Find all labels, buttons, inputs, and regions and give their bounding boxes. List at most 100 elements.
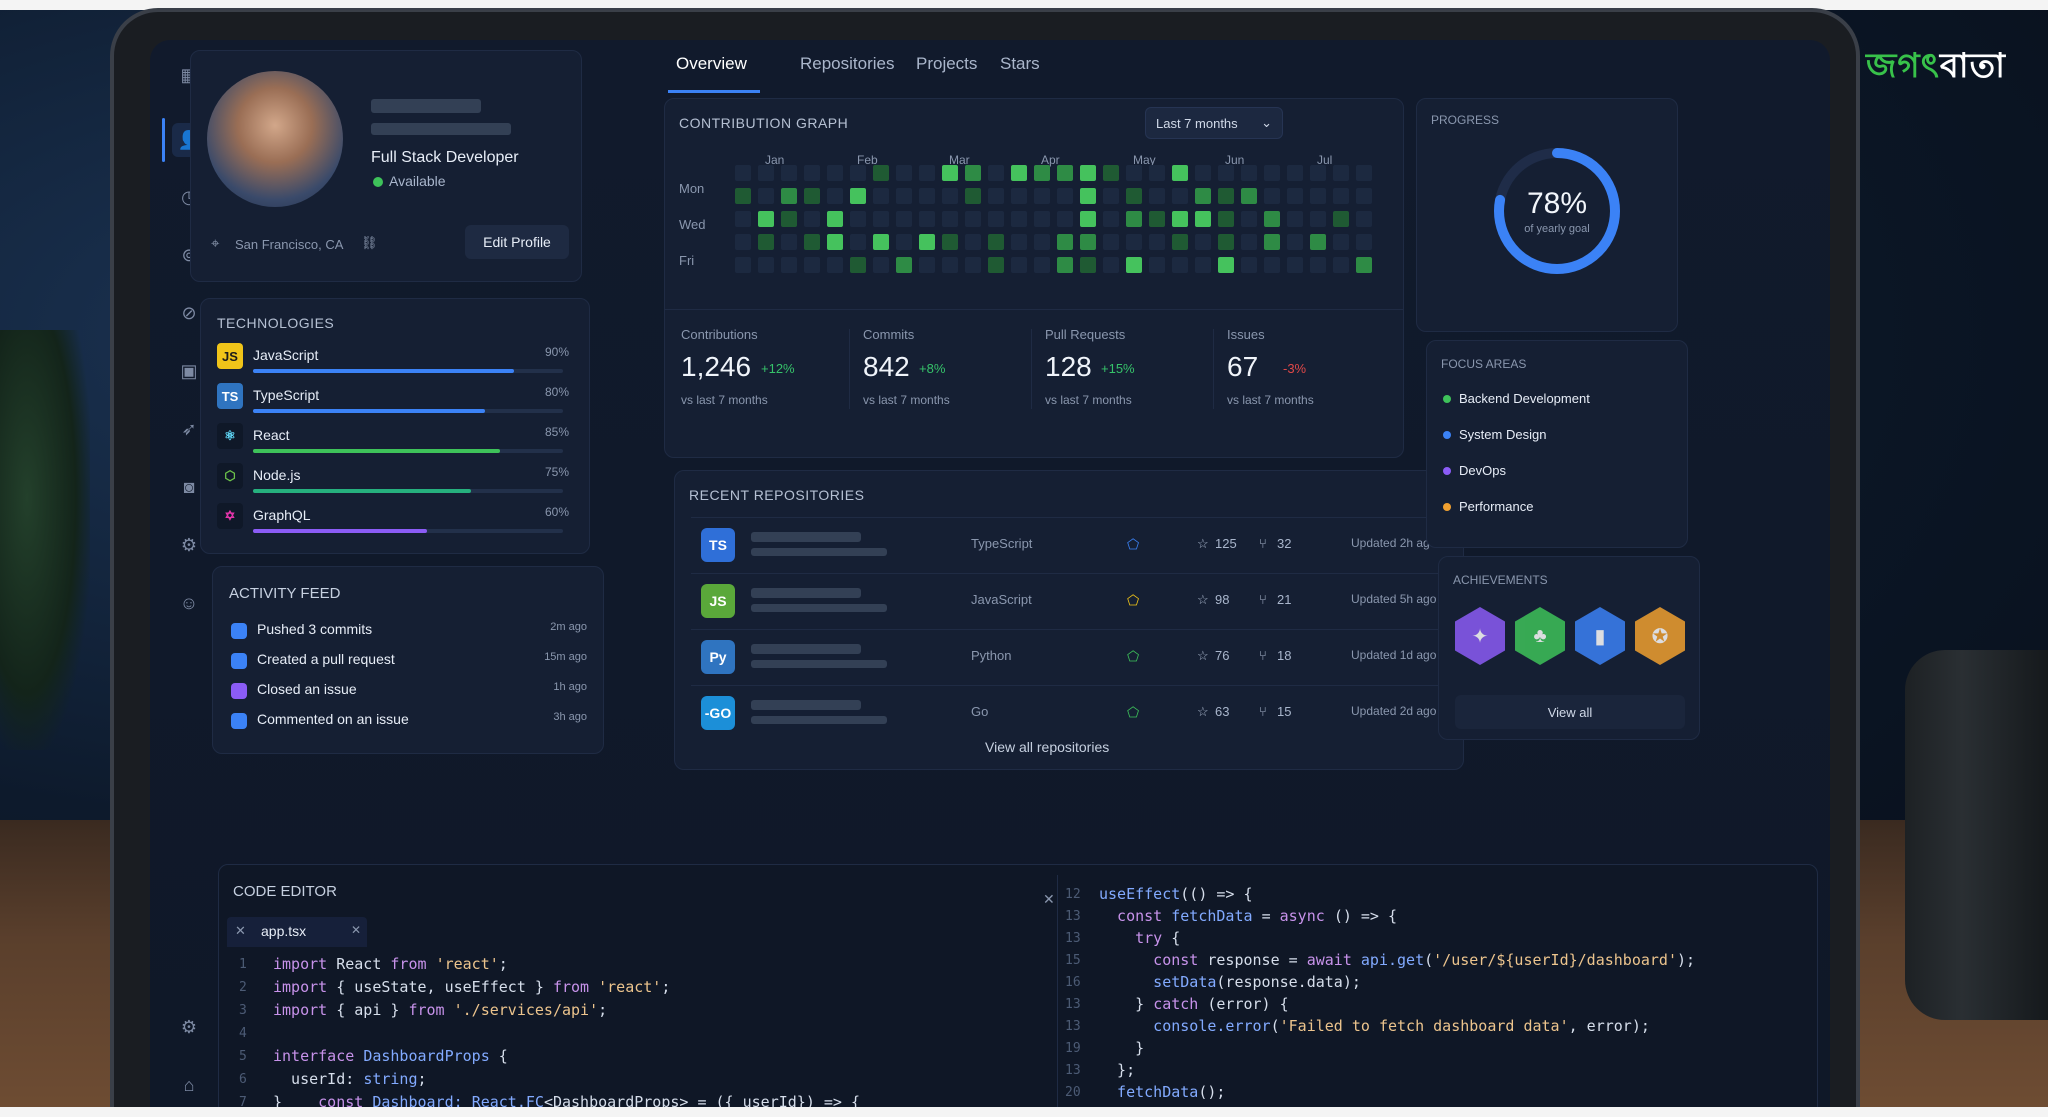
repo-stars: 125 (1215, 536, 1237, 551)
gear-icon[interactable]: ⚙ (180, 1016, 198, 1037)
repo-desc-placeholder (751, 716, 887, 724)
shield-badge-icon[interactable]: ▮ (1575, 607, 1625, 665)
handle-placeholder (371, 123, 511, 135)
activity-time: 15m ago (544, 651, 587, 663)
month-label: Jun (1225, 153, 1245, 167)
contribution-cell (919, 188, 935, 204)
contribution-cell (1287, 188, 1303, 204)
contribution-cell (1195, 211, 1211, 227)
link-icon: ⛓ (361, 235, 378, 250)
achievements-view-all-button[interactable]: View all (1455, 695, 1685, 729)
tab-projects[interactable]: Projects (916, 54, 978, 73)
location-pin-icon: ⌖ (211, 235, 220, 252)
contribution-cell (1172, 165, 1188, 181)
close-tab-icon[interactable]: ✕ (235, 923, 246, 938)
contribution-cell (827, 234, 843, 250)
briefcase-icon[interactable]: ▣ (180, 360, 198, 381)
month-label: May (1133, 153, 1156, 167)
rocket-badge-icon[interactable]: ✦ (1455, 607, 1505, 665)
repo-forks: 32 (1277, 536, 1292, 551)
fork-icon: ⑂ (1259, 704, 1267, 719)
contribution-cell (1333, 211, 1349, 227)
compass-icon[interactable]: ⊘ (181, 302, 197, 323)
contribution-cell (758, 188, 774, 204)
view-all-repos-link[interactable]: View all repositories (985, 739, 1110, 755)
contribution-cell (1241, 211, 1257, 227)
profile-status: Available (389, 173, 446, 189)
brand-logo-part-2: বাতা (1939, 46, 2007, 86)
tech-badge-icon: ⬡ (217, 463, 243, 489)
settings-icon[interactable]: ⚙ (180, 534, 198, 555)
contribution-cell (1057, 165, 1073, 181)
name-placeholder (371, 99, 481, 113)
contribution-cell (873, 257, 889, 273)
focus-dot-icon (1443, 467, 1451, 475)
contribution-cell (1080, 257, 1096, 273)
repo-row[interactable]: TS TypeScript ⬠ ☆ 125 ⑂ 32 Updated 2h ago (691, 517, 1471, 579)
tab-repositories[interactable]: Repositories (800, 54, 895, 73)
day-label: Wed (679, 217, 706, 232)
tab-overview[interactable]: Overview (676, 54, 747, 73)
editor-tab[interactable]: ✕ app.tsx ✕ (227, 917, 367, 947)
activity-icon (231, 653, 247, 669)
activity-icon (231, 683, 247, 699)
line-number: 16 (1065, 975, 1081, 990)
contribution-cell (1126, 188, 1142, 204)
contribution-cell (1333, 188, 1349, 204)
contribution-cell (988, 188, 1004, 204)
tab-stars[interactable]: Stars (1000, 54, 1040, 73)
progress-ring-fill (1494, 148, 1620, 274)
contribution-cell (1126, 165, 1142, 181)
profile-icon[interactable]: ☺ (179, 592, 199, 613)
code-right-pane[interactable]: useEffect(() => { const fetchData = asyn… (1099, 885, 1696, 1101)
contribution-cell (1103, 234, 1119, 250)
contribution-cell (1034, 188, 1050, 204)
repo-row[interactable]: Py Python ⬠ ☆ 76 ⑂ 18 Updated 1d ago (691, 629, 1471, 691)
trophy-badge-icon[interactable]: ✪ (1635, 607, 1685, 665)
tech-name: GraphQL (253, 507, 311, 523)
contribution-cell (1356, 188, 1372, 204)
contribution-cell (827, 188, 843, 204)
stat-subtitle: vs last 7 months (863, 393, 950, 407)
camera-icon[interactable]: ◙ (183, 476, 195, 497)
editor-close-icon[interactable]: ✕ (1043, 891, 1055, 907)
stat-subtitle: vs last 7 months (681, 393, 768, 407)
activity-text: Closed an issue (257, 681, 357, 697)
range-select[interactable]: Last 7 months ⌄ (1145, 107, 1283, 139)
repo-row[interactable]: -GO Go ⬠ ☆ 63 ⑂ 15 Updated 2d ago (691, 685, 1471, 747)
contribution-cell (1333, 165, 1349, 181)
contribution-cell (1172, 211, 1188, 227)
stat-label: Issues (1227, 327, 1265, 342)
contribution-cell (804, 257, 820, 273)
home-icon[interactable]: ⌂ (183, 1074, 195, 1095)
code-left-pane[interactable]: import React from 'react'; import { useS… (273, 955, 861, 1111)
tech-percent: 80% (544, 385, 569, 399)
tab-close-icon[interactable]: ✕ (351, 923, 362, 937)
month-label: Apr (1041, 153, 1060, 167)
stat-subtitle: vs last 7 months (1045, 393, 1132, 407)
edit-profile-button[interactable]: Edit Profile (465, 225, 569, 259)
repo-updated: Updated 2h ago (1351, 536, 1437, 550)
tech-progress-track (253, 449, 563, 453)
contribution-cell (1218, 165, 1234, 181)
status-dot-icon (373, 177, 383, 187)
focus-dot-icon (1443, 431, 1451, 439)
contribution-cell (850, 188, 866, 204)
repo-badge-icon: TS (701, 528, 735, 562)
focus-item: System Design (1459, 427, 1547, 442)
contribution-cell (804, 234, 820, 250)
contribution-cell (1195, 257, 1211, 273)
star-icon: ☆ (1197, 704, 1209, 719)
repo-row[interactable]: JS JavaScript ⬠ ☆ 98 ⑂ 21 Updated 5h ago (691, 573, 1471, 635)
tech-progress-fill (253, 449, 500, 453)
contribution-cell (1080, 234, 1096, 250)
tree-badge-icon[interactable]: ♣ (1515, 607, 1565, 665)
repo-stars: 98 (1215, 592, 1230, 607)
contribution-cell (1011, 257, 1027, 273)
rocket-icon[interactable]: ➶ (181, 418, 197, 439)
contribution-cell (919, 257, 935, 273)
repo-stars: 76 (1215, 648, 1230, 663)
contribution-cell (804, 188, 820, 204)
contribution-cell (1218, 257, 1234, 273)
